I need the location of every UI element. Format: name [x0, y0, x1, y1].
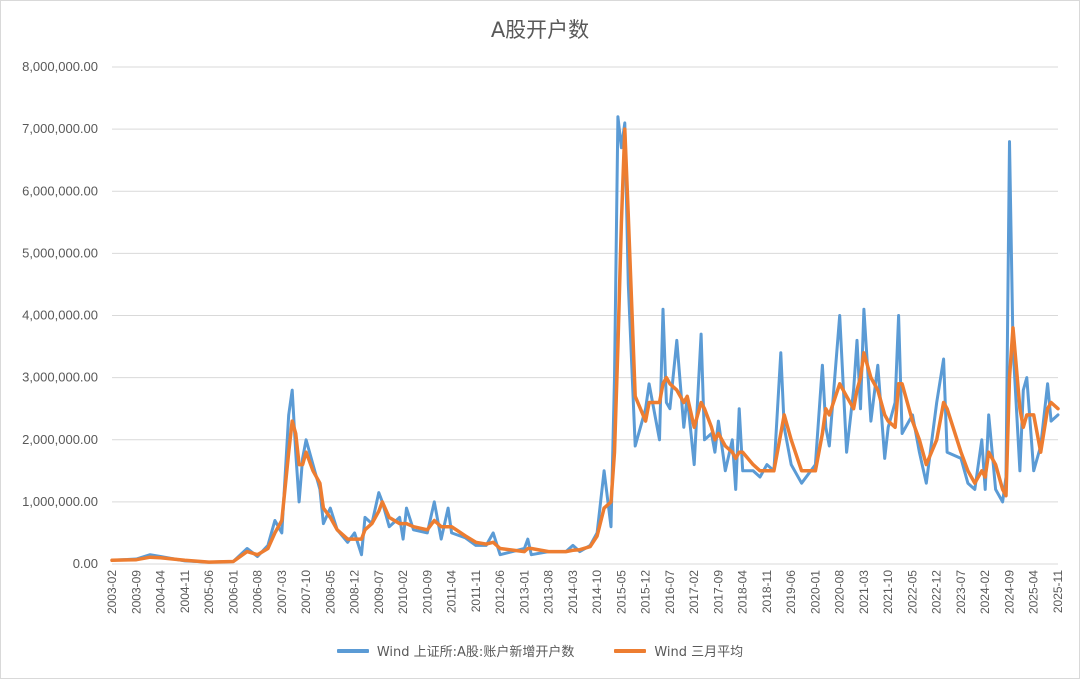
x-tick-label: 2015-12: [639, 570, 653, 614]
x-tick-label: 2005-06: [202, 570, 216, 614]
x-tick-label: 2010-02: [396, 570, 410, 614]
series-line-new-accounts: [110, 115, 1060, 564]
x-tick-label: 2024-09: [1002, 570, 1016, 614]
x-tick-label: 2011-11: [469, 570, 483, 613]
x-tick-label: 2019-06: [784, 570, 798, 614]
y-tick-label: 1,000,000.00: [22, 494, 98, 509]
y-tick-label: 4,000,000.00: [22, 308, 98, 323]
x-tick-label: 2007-03: [275, 570, 289, 614]
gridlines: [112, 66, 1058, 565]
legend-item-new-accounts: Wind 上证所:A股:账户新增开户数: [336, 641, 575, 660]
series-line-three-month-average: [110, 127, 1060, 564]
chart-legend: Wind 上证所:A股:账户新增开户数 Wind 三月平均: [0, 641, 1080, 660]
x-tick-label: 2017-02: [687, 570, 701, 614]
chart-title: A股开户数: [490, 18, 590, 42]
x-tick-label: 2007-10: [299, 570, 313, 614]
x-tick-label: 2018-11: [760, 570, 774, 613]
x-tick-label: 2016-07: [663, 570, 677, 614]
x-tick-label: 2015-05: [614, 570, 628, 614]
y-tick-label: 8,000,000.00: [22, 59, 98, 74]
x-tick-label: 2004-04: [154, 570, 168, 614]
x-tick-label: 2008-05: [323, 570, 337, 614]
legend-label-three-month-average: Wind 三月平均: [654, 645, 744, 660]
x-tick-label: 2021-10: [881, 570, 895, 614]
x-tick-label: 2022-12: [930, 570, 944, 614]
x-tick-label: 2017-09: [711, 570, 725, 614]
x-tick-label: 2020-08: [833, 570, 847, 614]
x-tick-label: 2020-01: [808, 570, 822, 614]
x-tick-label: 2023-07: [954, 570, 968, 614]
x-tick-label: 2024-02: [978, 570, 992, 614]
x-tick-label: 2006-08: [251, 570, 265, 614]
legend-label-new-accounts: Wind 上证所:A股:账户新增开户数: [376, 645, 575, 660]
y-axis-tick-labels: 0.00 1,000,000.00 2,000,000.00 3,000,000.00…: [22, 59, 98, 571]
legend-swatch-new-accounts: [336, 648, 369, 653]
x-tick-label: 2018-04: [736, 570, 750, 614]
x-tick-label: 2003-09: [129, 570, 143, 614]
x-tick-label: 2012-06: [493, 570, 507, 614]
x-tick-label: 2025-11: [1051, 570, 1065, 613]
y-tick-label: 3,000,000.00: [22, 370, 98, 385]
legend-swatch-three-month-average: [614, 648, 647, 653]
x-tick-label: 2004-11: [178, 570, 192, 613]
y-tick-label: 5,000,000.00: [22, 245, 98, 260]
y-tick-label: 2,000,000.00: [22, 432, 98, 447]
x-axis-tick-labels: 2003-02 2003-09 2004-04 2004-11 2005-06 2006-…: [105, 570, 1065, 614]
y-tick-label: 0.00: [73, 556, 98, 571]
x-tick-label: 2011-04: [445, 570, 459, 613]
x-tick-label: 2006-01: [226, 570, 240, 614]
x-tick-label: 2022-05: [905, 570, 919, 614]
y-tick-label: 6,000,000.00: [22, 183, 98, 198]
x-tick-label: 2021-03: [857, 570, 871, 614]
x-tick-label: 2014-10: [590, 570, 604, 614]
x-tick-label: 2013-01: [517, 570, 531, 614]
legend-item-three-month-average: Wind 三月平均: [614, 641, 743, 660]
x-tick-label: 2003-02: [105, 570, 119, 614]
x-tick-label: 2009-07: [372, 570, 386, 614]
x-tick-label: 2014-03: [566, 570, 580, 614]
y-tick-label: 7,000,000.00: [22, 121, 98, 136]
x-tick-label: 2025-04: [1027, 570, 1041, 614]
x-tick-label: 2008-12: [348, 570, 362, 614]
x-tick-label: 2010-09: [420, 570, 434, 614]
series-lines: [110, 115, 1060, 564]
x-tick-label: 2013-08: [542, 570, 556, 614]
